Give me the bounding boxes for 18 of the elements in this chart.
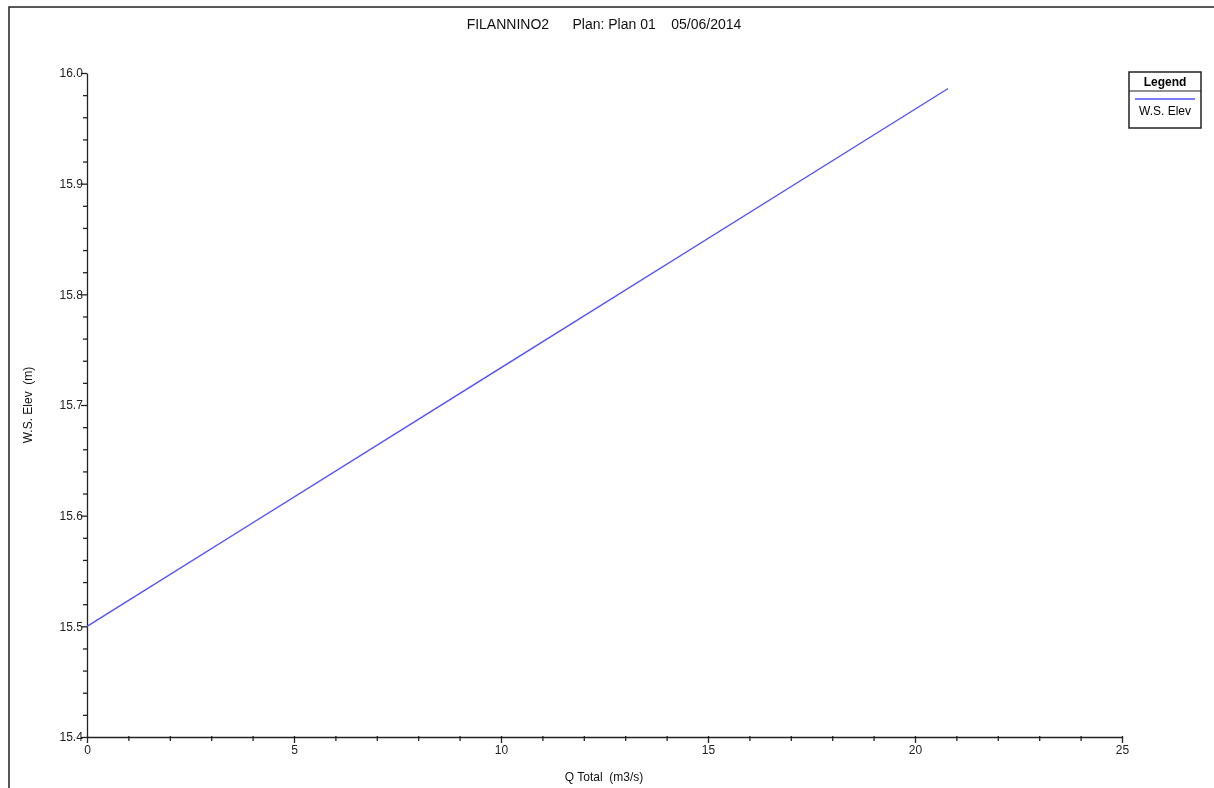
y-tick-label: 15.5 [59,619,84,634]
y-tick-label: 15.4 [59,730,84,745]
y-tick-label: 15.7 [59,398,84,413]
legend-label: W.S. Elev [1138,104,1192,118]
chart-title: FILANNINO2 Plan: Plan 01 05/06/2014 [466,16,742,32]
y-tick-label: 15.8 [59,287,84,302]
x-axis-title: Q Total (m3/s) [564,770,644,784]
legend-title: Legend [1143,75,1187,89]
y-tick-label: 15.9 [59,177,84,192]
x-tick-label: 10 [494,743,509,758]
x-tick-label: 25 [1115,743,1130,758]
y-axis-title: W.S. Elev (m) [21,366,35,444]
y-tick-label: 15.6 [59,509,84,524]
x-tick-label: 0 [84,743,92,758]
x-tick-label: 15 [701,743,716,758]
x-tick-label: 20 [908,743,923,758]
y-tick-label: 16.0 [59,66,84,81]
x-tick-label: 5 [291,743,299,758]
